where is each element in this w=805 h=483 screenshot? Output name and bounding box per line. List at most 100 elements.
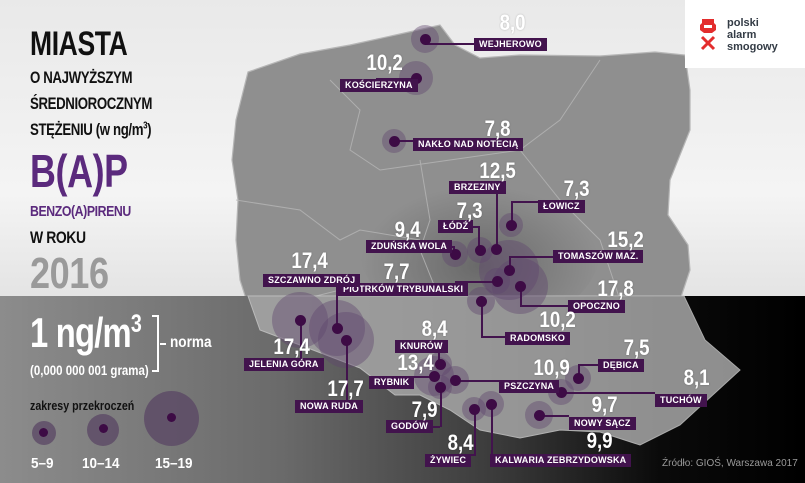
logo: polski alarm smogowy: [685, 0, 805, 68]
legend-dot-large: [167, 413, 176, 422]
leader-line: [478, 226, 480, 250]
city-dot: [485, 398, 497, 410]
city-value: 7,3: [563, 176, 590, 201]
city-value: 10,2: [366, 50, 403, 75]
city-dot: [434, 381, 446, 393]
city-dot: [331, 322, 343, 334]
city-value: 9,9: [586, 428, 613, 453]
city-value: 10,9: [533, 355, 570, 380]
leader-line: [511, 201, 538, 203]
city-dot: [514, 280, 526, 292]
subtitle-line-3-text: STĘŻENIU (w ng/m: [30, 120, 144, 139]
city-name-label: KALWARIA ZEBRZYDOWSKA: [490, 454, 632, 467]
legend-label-large: 15–19: [155, 455, 193, 472]
city-value: 8,4: [421, 316, 448, 341]
subtitle-line-2: ŚREDNIOROCZNYM: [30, 94, 152, 113]
unit-superscript: 3: [143, 120, 148, 132]
city-value: 8,1: [683, 365, 710, 390]
city-value: 17,7: [327, 376, 364, 401]
city-value: 7,7: [383, 259, 410, 284]
city-name-label: RADOMSKO: [505, 332, 571, 345]
city-value: 15,2: [607, 227, 644, 252]
city-name-label: ZDUŃSKA WOLA: [366, 240, 453, 253]
city-name-label: ŁOWICZ: [538, 200, 585, 213]
leader-line: [394, 140, 414, 142]
pollutant-title: B(A)P: [30, 145, 128, 197]
logo-line-1: polski: [727, 17, 759, 29]
source-note: Źródło: GIOŚ, Warszawa 2017: [662, 458, 798, 469]
subtitle-close: ): [147, 120, 152, 139]
norm-dash: [160, 343, 166, 345]
leader-line: [509, 256, 511, 270]
norm-superscript: 3: [130, 310, 142, 338]
legend-dot-small: [39, 428, 48, 437]
city-name-label: ŻYWIEC: [425, 454, 472, 467]
city-value: 13,4: [397, 350, 434, 375]
city-name-label: RYBNIK: [369, 376, 415, 389]
city-name-label: KOŚCIERZYNA: [340, 79, 418, 92]
leader-line: [511, 201, 513, 225]
logo-line-2: alarm: [727, 29, 757, 41]
city-dot: [388, 135, 400, 147]
city-dot: [503, 264, 515, 276]
city-dot: [572, 372, 584, 384]
city-name-label: TUCHÓW: [655, 394, 707, 407]
city-name-label: DĘBICA: [598, 359, 644, 372]
city-value: 7,8: [484, 116, 511, 141]
city-dot: [419, 33, 431, 45]
leader-line: [481, 336, 505, 338]
city-dot: [474, 244, 486, 256]
city-name-label: NAKŁO NAD NOTECIĄ: [413, 138, 524, 151]
city-name-label: NOWA RUDA: [295, 400, 363, 413]
leader-line: [474, 409, 476, 455]
leader-line: [455, 281, 497, 283]
city-value: 7,9: [411, 397, 438, 422]
city-name-label: TOMASZÓW MAZ.: [553, 250, 644, 263]
city-value: 12,5: [479, 158, 516, 183]
city-value: 17,4: [291, 248, 328, 273]
city-name-label: OPOCZNO: [568, 300, 625, 313]
smog-mask-icon: [700, 19, 716, 51]
year-prefix: W ROKU: [30, 228, 86, 247]
city-dot: [434, 358, 446, 370]
title: MIASTA: [30, 25, 128, 63]
city-name-label: PSZCZYNA: [499, 380, 560, 393]
leader-line: [491, 404, 493, 454]
city-value: 9,7: [591, 392, 618, 417]
logo-line-3: smogowy: [727, 41, 778, 53]
legend-label-small: 5–9: [31, 455, 54, 472]
city-value: 9,4: [394, 217, 421, 242]
legend-title: zakresy przekroczeń: [30, 398, 135, 413]
city-dot: [468, 403, 480, 415]
city-name-label: WEJHEROWO: [474, 38, 547, 51]
city-dot: [449, 374, 461, 386]
city-dot: [294, 314, 306, 326]
subtitle-line-1: O NAJWYŻSZYM: [30, 68, 133, 87]
norm-grams: (0,000 000 001 grama): [30, 362, 149, 378]
norm-bracket: [152, 315, 159, 372]
city-name-label: ŁÓDŹ: [438, 220, 474, 233]
city-value: 8,4: [447, 430, 474, 455]
city-value: 8,0: [499, 10, 526, 35]
city-name-label: JELENIA GÓRA: [244, 358, 324, 371]
legend-label-medium: 10–14: [82, 455, 120, 472]
city-name-label: PIOTRKÓW TRYBUNALSKI: [338, 283, 469, 296]
city-value: 7,5: [623, 335, 650, 360]
city-dot: [410, 72, 422, 84]
leader-line: [509, 256, 553, 258]
city-dot: [449, 248, 461, 260]
leader-line: [425, 43, 475, 45]
city-dot: [490, 243, 502, 255]
norm-value-text: 1 ng/m: [30, 309, 132, 356]
year: 2016: [30, 249, 109, 298]
leader-line: [578, 364, 598, 366]
pollutant-full-name: BENZO(A)PIRENU: [30, 203, 131, 220]
logo-text: polski alarm smogowy: [727, 17, 778, 53]
city-dot: [491, 275, 503, 287]
leader-line: [496, 194, 498, 249]
city-dot: [475, 295, 487, 307]
city-name-label: NOWY SĄCZ: [569, 417, 636, 430]
city-value: 17,4: [273, 334, 310, 359]
city-name-label: BRZEZINY: [449, 181, 506, 194]
